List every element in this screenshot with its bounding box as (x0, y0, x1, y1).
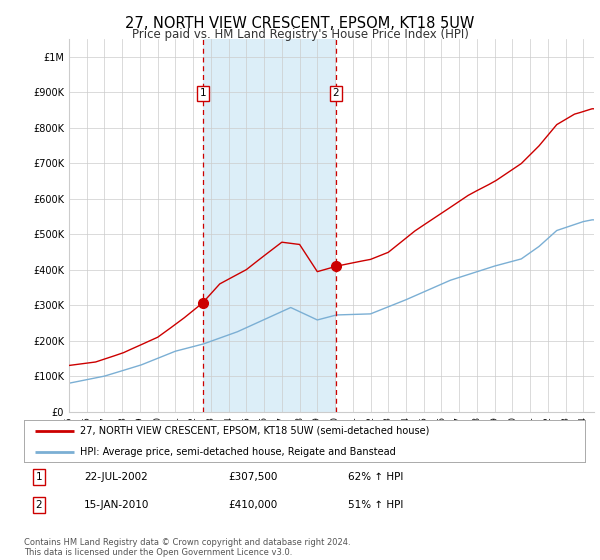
Text: £307,500: £307,500 (228, 472, 277, 482)
Text: £410,000: £410,000 (228, 500, 277, 510)
Text: Contains HM Land Registry data © Crown copyright and database right 2024.
This d: Contains HM Land Registry data © Crown c… (24, 538, 350, 557)
Text: 27, NORTH VIEW CRESCENT, EPSOM, KT18 5UW (semi-detached house): 27, NORTH VIEW CRESCENT, EPSOM, KT18 5UW… (80, 426, 430, 436)
Text: 22-JUL-2002: 22-JUL-2002 (84, 472, 148, 482)
Text: 2: 2 (332, 88, 339, 98)
Text: Price paid vs. HM Land Registry's House Price Index (HPI): Price paid vs. HM Land Registry's House … (131, 28, 469, 41)
Bar (203, 39, 336, 412)
Text: 1: 1 (200, 88, 206, 98)
Text: 62% ↑ HPI: 62% ↑ HPI (348, 472, 403, 482)
Text: 2: 2 (35, 500, 43, 510)
Text: 27, NORTH VIEW CRESCENT, EPSOM, KT18 5UW: 27, NORTH VIEW CRESCENT, EPSOM, KT18 5UW (125, 16, 475, 31)
Text: 51% ↑ HPI: 51% ↑ HPI (348, 500, 403, 510)
Text: 1: 1 (35, 472, 43, 482)
Text: 15-JAN-2010: 15-JAN-2010 (84, 500, 149, 510)
Text: HPI: Average price, semi-detached house, Reigate and Banstead: HPI: Average price, semi-detached house,… (80, 447, 396, 457)
